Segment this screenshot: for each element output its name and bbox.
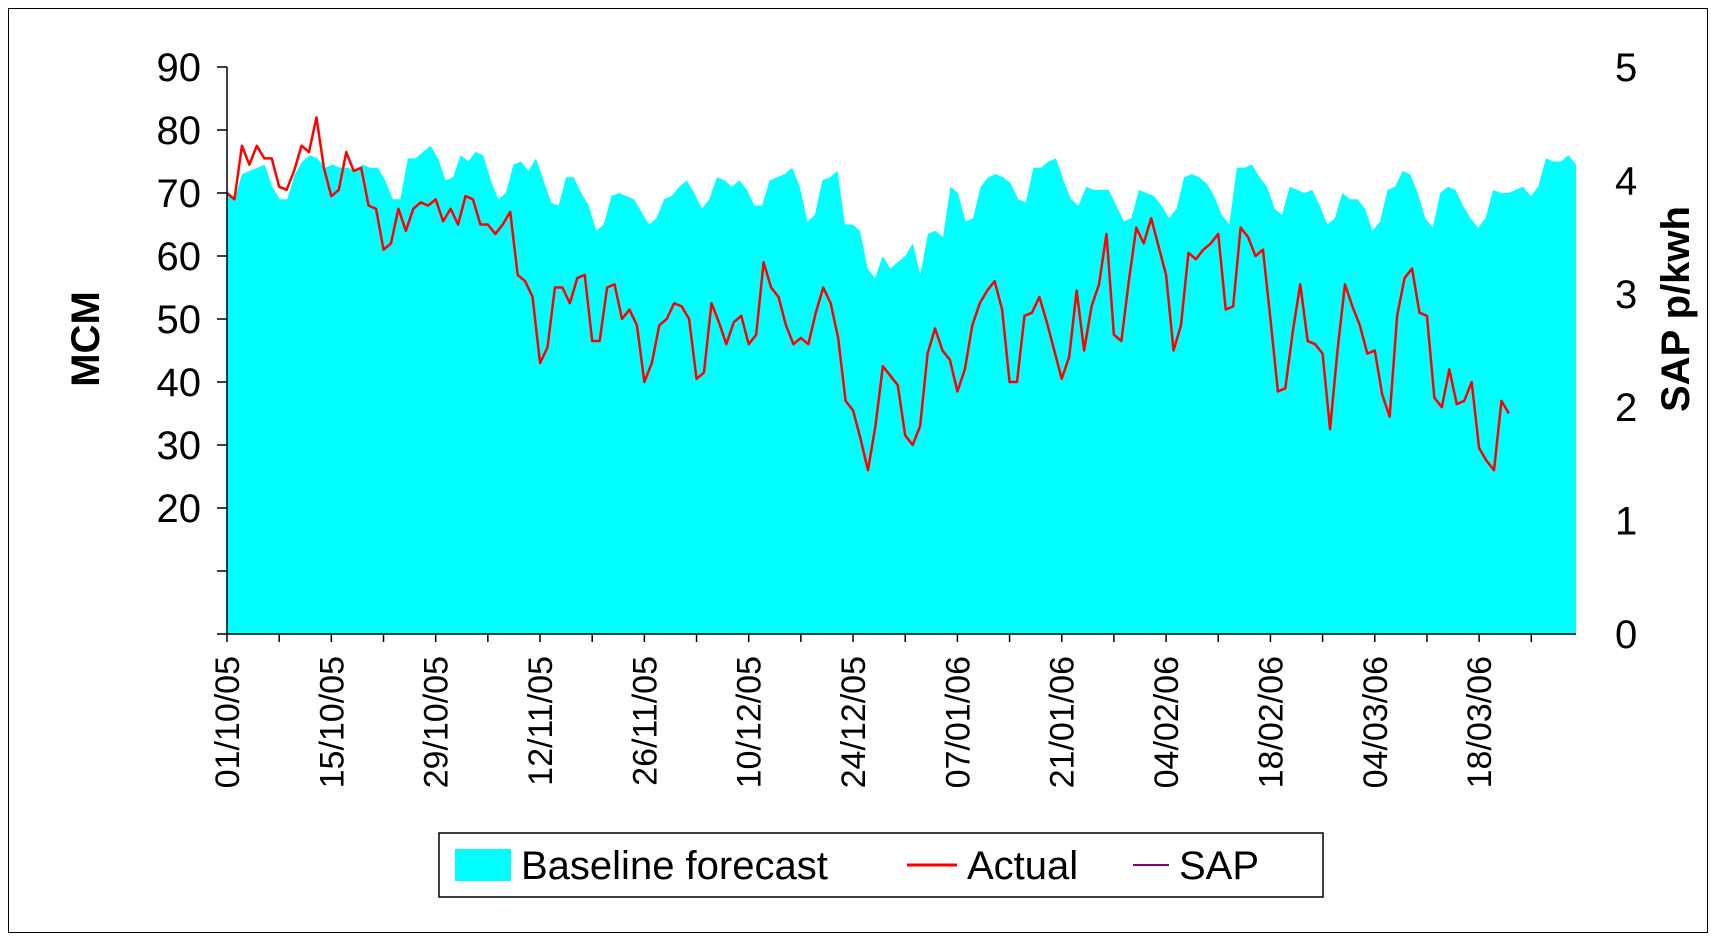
x-tick-label: 29/10/05 xyxy=(418,656,456,788)
y-tick-label: 20 xyxy=(157,487,202,531)
axes xyxy=(217,66,1576,642)
series-area-baseline-forecast xyxy=(227,145,1576,634)
y-tick-label: 60 xyxy=(157,235,202,279)
x-tick-label: 24/12/05 xyxy=(835,656,873,788)
y-tick-label: 40 xyxy=(157,361,202,405)
legend-label-baseline: Baseline forecast xyxy=(521,844,828,888)
x-tick-label: 15/10/05 xyxy=(313,656,351,788)
chart-svg: 20 30 40 50 60 70 80 90 0 1 2 3 4 5 01/10/05 15/10/05 29… xyxy=(64,46,1698,898)
legend: Baseline forecast Actual SAP xyxy=(438,832,1324,898)
y2-tick-label: 4 xyxy=(1615,159,1637,203)
chart-frame: 20 30 40 50 60 70 80 90 0 1 2 3 4 5 01/10/05 15/10/05 29… xyxy=(8,8,1708,933)
y2-tick-label: 3 xyxy=(1615,273,1637,317)
legend-swatch-baseline xyxy=(455,849,511,881)
x-tick-label: 07/01/06 xyxy=(939,656,977,788)
legend-box xyxy=(438,832,1324,898)
x-tick-label: 10/12/05 xyxy=(731,656,769,788)
tick-labels: 20 30 40 50 60 70 80 90 0 1 2 3 4 5 01/10/05 15/10/05 29… xyxy=(157,46,1638,788)
y2-axis-title: SAP p/kwh xyxy=(1654,206,1698,412)
legend-label-actual: Actual xyxy=(967,844,1078,888)
series-line-actual xyxy=(226,116,1510,472)
y2-tick-label: 0 xyxy=(1615,613,1637,657)
y-tick-label: 80 xyxy=(157,109,202,153)
y-tick-label: 30 xyxy=(157,424,202,468)
y2-tick-label: 2 xyxy=(1615,386,1637,430)
y-tick-label: 50 xyxy=(157,298,202,342)
y-axis-title: MCM xyxy=(64,291,108,387)
x-tick-label: 12/11/05 xyxy=(522,656,560,786)
x-tick-label: 18/03/06 xyxy=(1461,656,1499,788)
y2-tick-label: 1 xyxy=(1615,500,1637,544)
legend-label-sap: SAP xyxy=(1179,844,1259,888)
plot-area xyxy=(226,116,1576,634)
x-tick-label: 04/03/06 xyxy=(1357,656,1395,788)
x-tick-label: 18/02/06 xyxy=(1252,656,1290,788)
y-tick-label: 70 xyxy=(157,172,202,216)
x-tick-label: 01/10/05 xyxy=(209,656,247,788)
x-tick-label: 21/01/06 xyxy=(1044,656,1082,788)
x-tick-label: 26/11/05 xyxy=(626,656,664,786)
x-tick-label: 04/02/06 xyxy=(1148,656,1186,788)
y-tick-label: 90 xyxy=(157,46,202,90)
y2-tick-label: 5 xyxy=(1615,46,1637,90)
